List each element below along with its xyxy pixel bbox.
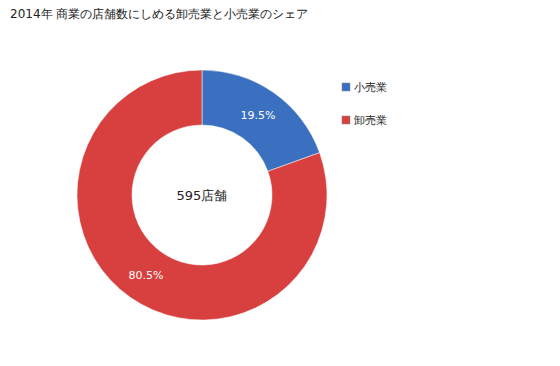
slice <box>77 70 327 320</box>
slice <box>202 70 320 171</box>
title: 2014年 商業の店舗数にしめる卸売業と小売業のシェア <box>10 7 308 21</box>
legend-label: 卸売業 <box>354 114 387 127</box>
data-label: 80.5% <box>128 269 163 282</box>
legend-swatch <box>342 83 350 91</box>
legend-swatch <box>342 116 350 124</box>
data-label: 19.5% <box>241 109 276 122</box>
slices <box>77 70 327 320</box>
center-label: 595店舗 <box>177 188 228 203</box>
legend-label: 小売業 <box>354 81 387 94</box>
chart-root: 2014年 商業の店舗数にしめる卸売業と小売業のシェア 19.5% 80.5% 595… <box>0 0 560 366</box>
chart: 2014年 商業の店舗数にしめる卸売業と小売業のシェア 19.5% 80.5% 595… <box>0 0 560 366</box>
